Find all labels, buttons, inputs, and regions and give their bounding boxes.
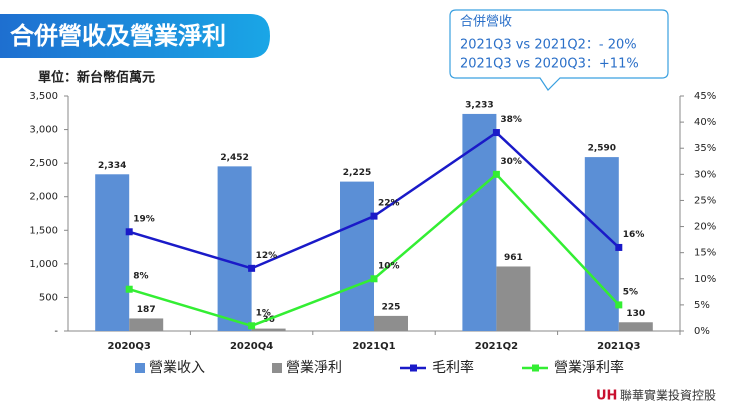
bar-value-label: 3,233 [465, 100, 493, 110]
line-marker [492, 129, 500, 137]
legend-swatch [410, 364, 417, 372]
line-marker [370, 212, 378, 220]
bar-value-label: 187 [137, 305, 156, 315]
bar [340, 181, 374, 331]
x-tick-label: 2021Q2 [475, 341, 518, 352]
y2-tick-label: 0% [694, 326, 710, 337]
y2-tick-label: 25% [694, 195, 716, 206]
y-tick-label: 3,500 [29, 91, 58, 102]
y2-tick-label: 15% [694, 248, 716, 259]
bar [496, 266, 531, 331]
bar [217, 166, 252, 331]
callout-text: 合併營收 [460, 15, 512, 30]
line-value-label: 16% [623, 230, 645, 240]
line-value-label: 1% [256, 308, 271, 318]
bar [462, 113, 497, 331]
y-tick-label: - [54, 326, 58, 337]
line-marker [370, 275, 378, 283]
line-marker [492, 170, 500, 178]
line-value-label: 38% [500, 115, 522, 125]
y2-tick-label: 40% [694, 117, 716, 128]
y-tick-label: 2,500 [29, 158, 58, 169]
callout-text: 2021Q3 vs 2020Q3：+11% [460, 57, 639, 72]
line-marker [615, 243, 623, 251]
bar-value-label: 961 [504, 253, 523, 263]
line-marker [248, 264, 256, 272]
chart-title: 合併營收及營業淨利 [10, 22, 226, 50]
bar [374, 315, 408, 331]
x-tick-label: 2020Q4 [230, 341, 273, 352]
line-value-label: 5% [623, 287, 638, 297]
y-tick-label: 1,000 [29, 259, 58, 270]
legend-swatch [272, 363, 282, 373]
bar-value-label: 2,225 [343, 168, 371, 178]
legend-swatch [532, 364, 539, 372]
bar [618, 322, 653, 331]
bar [129, 318, 164, 331]
y-tick-label: 2,000 [29, 192, 58, 203]
y2-tick-label: 45% [694, 91, 716, 102]
x-tick-label: 2021Q3 [597, 341, 640, 352]
bar-value-label: 225 [382, 302, 401, 312]
line-marker [615, 301, 623, 309]
line-value-label: 22% [378, 199, 400, 209]
x-tick-label: 2021Q1 [352, 341, 395, 352]
line-value-label: 19% [133, 214, 155, 224]
callout-text: 2021Q3 vs 2021Q2：- 20% [460, 38, 637, 53]
y-tick-label: 500 [39, 292, 58, 303]
x-tick-label: 2020Q3 [108, 341, 151, 352]
title-banner [0, 14, 270, 58]
y2-tick-label: 20% [694, 222, 716, 233]
logo-name: 聯華實業投資控股 [620, 388, 716, 403]
line-value-label: 10% [378, 261, 400, 271]
logo-mark: UH [596, 389, 617, 404]
y2-tick-label: 10% [694, 274, 716, 285]
bar [251, 328, 286, 331]
y2-tick-label: 30% [694, 169, 716, 180]
bar-value-label: 130 [626, 309, 645, 319]
y-tick-label: 3,000 [29, 125, 58, 136]
line-value-label: 8% [133, 272, 148, 282]
callout-box [449, 9, 669, 91]
unit-label: 單位：新台幣佰萬元 [38, 70, 155, 86]
y2-tick-label: 5% [694, 300, 710, 311]
legend-label: 營業淨利率 [554, 359, 624, 376]
y2-tick-label: 35% [694, 143, 716, 154]
line-marker [125, 228, 133, 236]
legend-label: 營業收入 [149, 360, 205, 376]
legend-label: 毛利率 [432, 359, 474, 376]
bar-value-label: 2,334 [98, 161, 126, 171]
bar-value-label: 2,590 [588, 144, 616, 154]
line-value-label: 12% [256, 251, 278, 261]
line-value-label: 30% [500, 157, 522, 167]
bar [95, 174, 130, 331]
bar-value-label: 2,452 [220, 153, 248, 163]
legend-swatch [135, 363, 145, 373]
y-tick-label: 1,500 [29, 225, 58, 236]
bar [584, 157, 619, 331]
line-marker [125, 285, 133, 293]
line-marker [248, 322, 256, 330]
legend-label: 營業淨利 [286, 360, 342, 376]
